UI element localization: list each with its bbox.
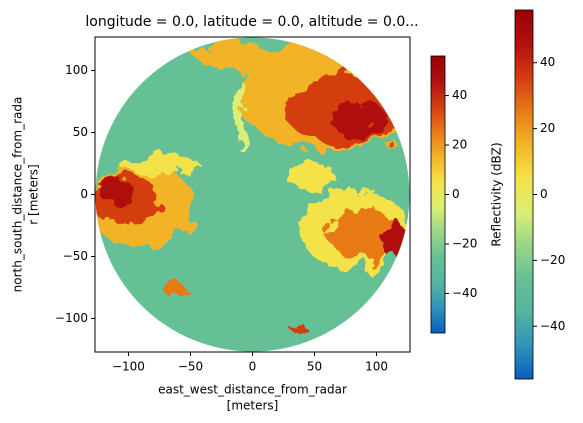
y-tick-label: 0: [80, 187, 88, 201]
y-axis-label: r [meters]: [27, 164, 41, 224]
x-axis-label: east_west_distance_from_radar: [158, 383, 347, 397]
y-axis-label: north_south_distance_from_rada: [11, 97, 25, 293]
colorbar-tick-label: −20: [540, 253, 565, 267]
colorbar-tick-label: 40: [540, 55, 555, 69]
y-tick-label: 100: [65, 63, 88, 77]
colorbar-label: Reflectivity (dBZ): [490, 142, 504, 246]
x-axis-label: [meters]: [227, 399, 279, 413]
colorbar: [430, 55, 446, 334]
chart-title: longitude = 0.0, latitude = 0.0, altitud…: [85, 14, 418, 30]
colorbar-tick-label: −20: [452, 236, 477, 250]
colorbar-tick-label: 20: [452, 138, 467, 152]
x-tick-label: 100: [365, 360, 388, 374]
colorbar-tick-label: 0: [540, 187, 548, 201]
colorbar: [514, 9, 534, 380]
colorbar-tick-label: 40: [452, 88, 467, 102]
colorbar-tick-label: 0: [452, 187, 460, 201]
colorbar-tick-label: 20: [540, 121, 555, 135]
x-tick-label: 0: [249, 360, 257, 374]
colorbar-tick-label: −40: [452, 286, 477, 300]
colorbar-tick-label: −40: [540, 319, 565, 333]
x-tick-label: −100: [112, 360, 145, 374]
y-tick-label: 50: [73, 125, 88, 139]
x-tick-label: −50: [178, 360, 203, 374]
y-tick-label: −50: [63, 249, 88, 263]
x-tick-label: 50: [307, 360, 322, 374]
y-tick-label: −100: [55, 311, 88, 325]
radar-image: [95, 37, 410, 352]
